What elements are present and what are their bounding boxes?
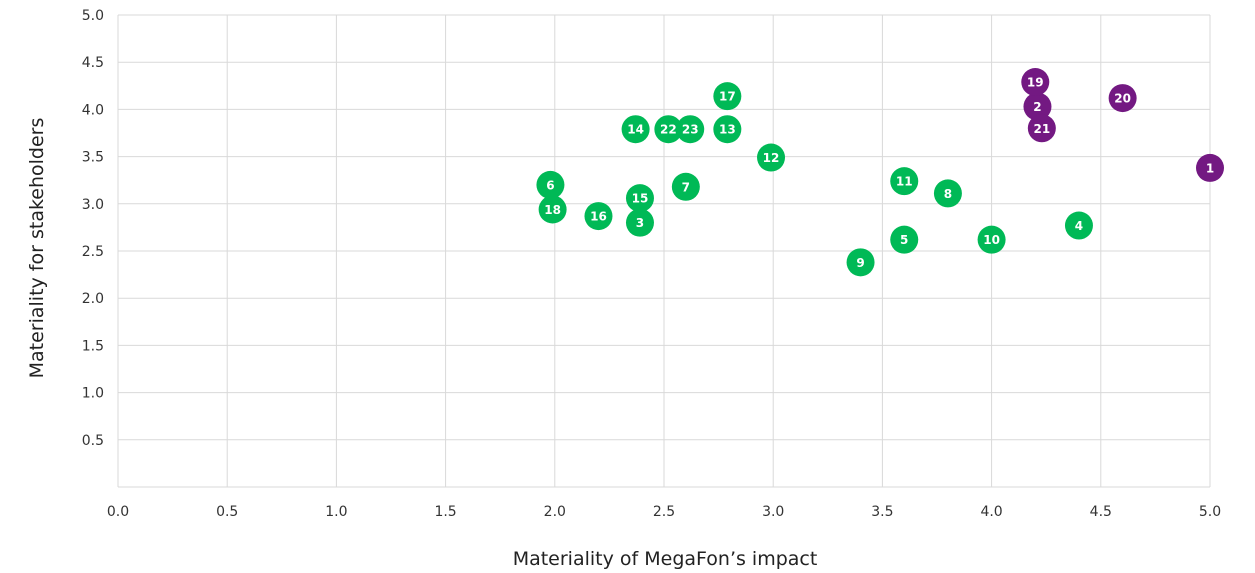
data-point-marker [621, 115, 650, 144]
data-point: 13 [713, 115, 742, 144]
data-point-marker [1023, 92, 1052, 121]
y-axis-ticks: 0.5 1.0 1.5 2.0 2.5 3.0 3.5 4.0 4.5 5.0 [82, 8, 104, 449]
x-tick-label: 5.0 [1199, 504, 1221, 520]
x-tick-label: 1.0 [325, 504, 347, 520]
y-tick-label: 3.5 [82, 150, 104, 166]
y-tick-label: 1.5 [82, 338, 104, 354]
x-tick-label: 0.0 [107, 504, 129, 520]
data-point-marker [1196, 153, 1224, 182]
data-point: 10 [977, 225, 1006, 254]
data-point-marker [890, 167, 919, 196]
x-tick-label: 3.5 [871, 504, 893, 520]
data-point-label: 10 [983, 233, 1000, 247]
data-point-label: 14 [627, 123, 644, 137]
data-point-label: 3 [636, 216, 644, 230]
data-point-label: 13 [719, 123, 736, 137]
data-point: 3 [625, 208, 654, 237]
data-point-marker [536, 170, 565, 199]
data-point-marker [1027, 114, 1056, 143]
data-point: 2 [1023, 92, 1052, 121]
data-point: 1 [1196, 153, 1224, 182]
data-point-label: 18 [544, 203, 561, 217]
data-point-marker [1108, 84, 1137, 113]
data-point: 23 [676, 115, 705, 144]
y-tick-label: 2.5 [82, 244, 104, 260]
data-point-label: 5 [900, 233, 908, 247]
data-point-label: 11 [896, 175, 913, 189]
data-point: 9 [846, 248, 875, 277]
data-point-marker [671, 172, 700, 201]
y-tick-label: 4.0 [82, 102, 104, 118]
data-point-label: 15 [632, 192, 649, 206]
data-point-marker [713, 82, 742, 111]
data-point: 15 [625, 184, 654, 213]
data-point: 20 [1108, 84, 1137, 113]
x-tick-label: 3.0 [762, 504, 784, 520]
data-point: 6 [536, 170, 565, 199]
data-point-label: 8 [944, 187, 952, 201]
data-point-marker [846, 248, 875, 277]
grid [117, 14, 1211, 488]
data-point-marker [977, 225, 1006, 254]
data-point: 14 [621, 115, 650, 144]
data-point: 7 [671, 172, 700, 201]
data-point: 19 [1021, 68, 1050, 97]
data-point-marker [676, 115, 705, 144]
data-point: 18 [538, 195, 567, 224]
data-point-label: 7 [682, 180, 690, 194]
data-point-marker [538, 195, 567, 224]
y-tick-label: 0.5 [82, 433, 104, 449]
data-point-label: 1 [1206, 161, 1214, 175]
data-point-label: 12 [763, 151, 780, 165]
data-point: 8 [933, 179, 962, 208]
x-tick-label: 2.0 [544, 504, 566, 520]
data-point: 21 [1027, 114, 1056, 143]
y-tick-label: 4.5 [82, 55, 104, 71]
y-tick-label: 1.0 [82, 386, 104, 402]
y-axis-label: Materiality for stakeholders [26, 118, 48, 379]
data-point-label: 17 [719, 90, 736, 104]
x-axis-label: Materiality of MegaFon’s impact [513, 548, 818, 570]
x-axis-ticks: 0.0 0.5 1.0 1.5 2.0 2.5 3.0 3.5 4.0 4.5 5.0 [107, 504, 1221, 520]
data-point-marker [584, 202, 613, 231]
data-point: 17 [713, 82, 742, 111]
data-point-marker [713, 115, 742, 144]
data-point-label: 9 [856, 256, 864, 270]
data-point-marker [625, 184, 654, 213]
data-point: 11 [890, 167, 919, 196]
data-point-label: 23 [682, 123, 699, 137]
data-point-marker [1064, 211, 1093, 240]
data-point-marker [757, 143, 786, 172]
x-tick-label: 2.5 [653, 504, 675, 520]
data-point: 12 [757, 143, 786, 172]
y-tick-label: 5.0 [82, 8, 104, 24]
data-point-label: 21 [1033, 122, 1050, 136]
data-point-label: 20 [1114, 92, 1131, 106]
data-point-label: 16 [590, 210, 607, 224]
data-point-label: 22 [660, 123, 677, 137]
data-point: 16 [584, 202, 613, 231]
data-point-label: 6 [546, 178, 554, 192]
data-point-marker [625, 208, 654, 237]
x-tick-label: 4.0 [980, 504, 1002, 520]
data-point-label: 19 [1027, 76, 1044, 90]
data-point-marker [890, 225, 919, 254]
x-tick-label: 1.5 [434, 504, 456, 520]
data-point-label: 2 [1033, 100, 1041, 114]
data-point-marker [1021, 68, 1050, 97]
data-point-marker [933, 179, 962, 208]
x-tick-label: 4.5 [1090, 504, 1112, 520]
data-point: 5 [890, 225, 919, 254]
data-point-label: 4 [1075, 219, 1083, 233]
y-tick-label: 3.0 [82, 197, 104, 213]
y-tick-label: 2.0 [82, 291, 104, 307]
x-tick-label: 0.5 [216, 504, 238, 520]
data-point-marker [654, 115, 683, 144]
data-point: 22 [654, 115, 683, 144]
data-point: 4 [1064, 211, 1093, 240]
